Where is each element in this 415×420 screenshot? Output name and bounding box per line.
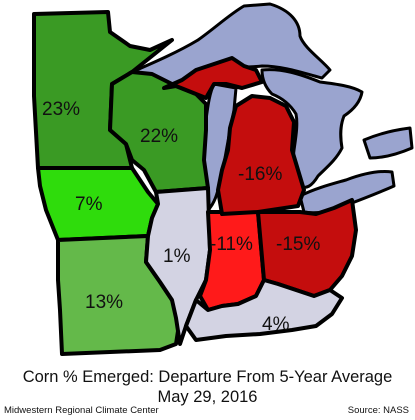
state-kentucky — [184, 278, 344, 342]
label-minnesota: 23% — [42, 99, 80, 120]
state-wisconsin — [108, 70, 210, 194]
map-date: May 29, 2016 — [157, 388, 258, 406]
state-michigan-upper — [162, 56, 264, 100]
label-ohio: -15% — [276, 234, 320, 255]
midwest-map: 23% 22% 7% 13% 1% -11% -16% -15% 4% — [32, 2, 414, 356]
credit-source: Source: NASS — [347, 405, 409, 416]
label-kentucky: 4% — [262, 314, 290, 335]
label-missouri: 13% — [85, 292, 123, 313]
state-michigan-lower — [216, 94, 306, 216]
credit-organization: Midwestern Regional Climate Center — [4, 405, 159, 416]
label-wisconsin: 22% — [140, 126, 178, 147]
great-lakes — [130, 2, 414, 215]
map-title: Corn % Emerged: Departure From 5-Year Av… — [22, 368, 393, 386]
lake-ontario — [362, 126, 414, 160]
states — [32, 10, 358, 356]
label-illinois: 1% — [163, 246, 191, 267]
state-value-labels: 23% 22% 7% 13% 1% -11% -16% -15% 4% — [42, 99, 320, 335]
label-iowa: 7% — [75, 194, 103, 215]
label-indiana: -11% — [210, 234, 253, 255]
label-michigan: -16% — [238, 164, 282, 185]
lake-huron — [260, 68, 364, 190]
